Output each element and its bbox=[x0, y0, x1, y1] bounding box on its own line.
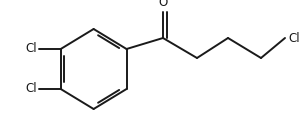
Text: Cl: Cl bbox=[288, 31, 300, 44]
Text: Cl: Cl bbox=[25, 43, 37, 55]
Text: Cl: Cl bbox=[25, 83, 37, 95]
Text: O: O bbox=[158, 0, 168, 9]
